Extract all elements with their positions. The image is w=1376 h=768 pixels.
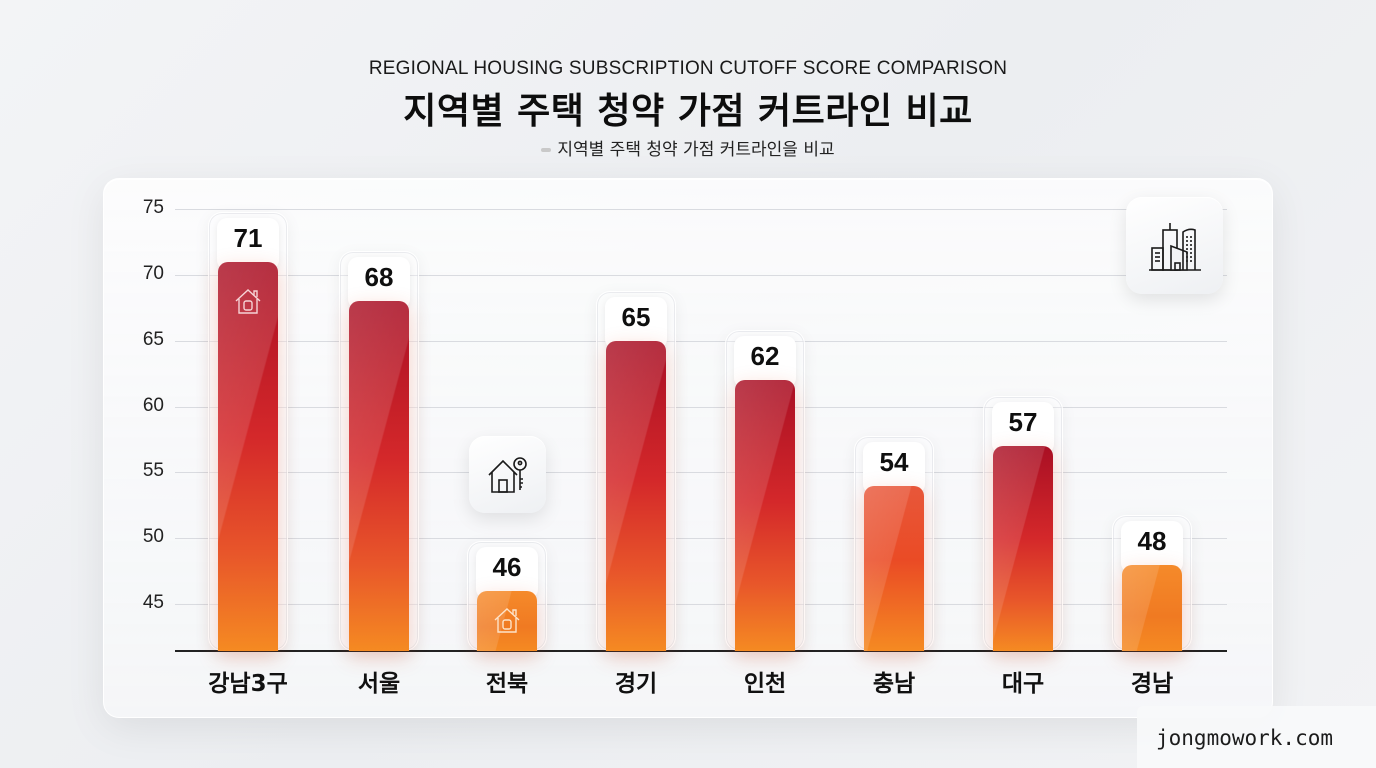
house-key-icon (487, 456, 527, 493)
subtitle-text: 지역별 주택 청약 가점 커트라인을 비교 (557, 140, 835, 160)
chart-card (103, 178, 1273, 718)
eyebrow-title: REGIONAL HOUSING SUBSCRIPTION CUTOFF SCO… (368, 58, 1008, 79)
city-buildings-icon (1148, 222, 1201, 271)
page-title: 지역별 주택 청약 가점 커트라인 비교 (403, 91, 973, 132)
house-key-tile (469, 436, 546, 513)
subtitle: 지역별 주택 청약 가점 커트라인을 비교 (0, 135, 1376, 160)
city-tile (1126, 197, 1223, 294)
watermark: jongmowork.com (1137, 706, 1376, 768)
subtitle-bullet (541, 148, 552, 152)
